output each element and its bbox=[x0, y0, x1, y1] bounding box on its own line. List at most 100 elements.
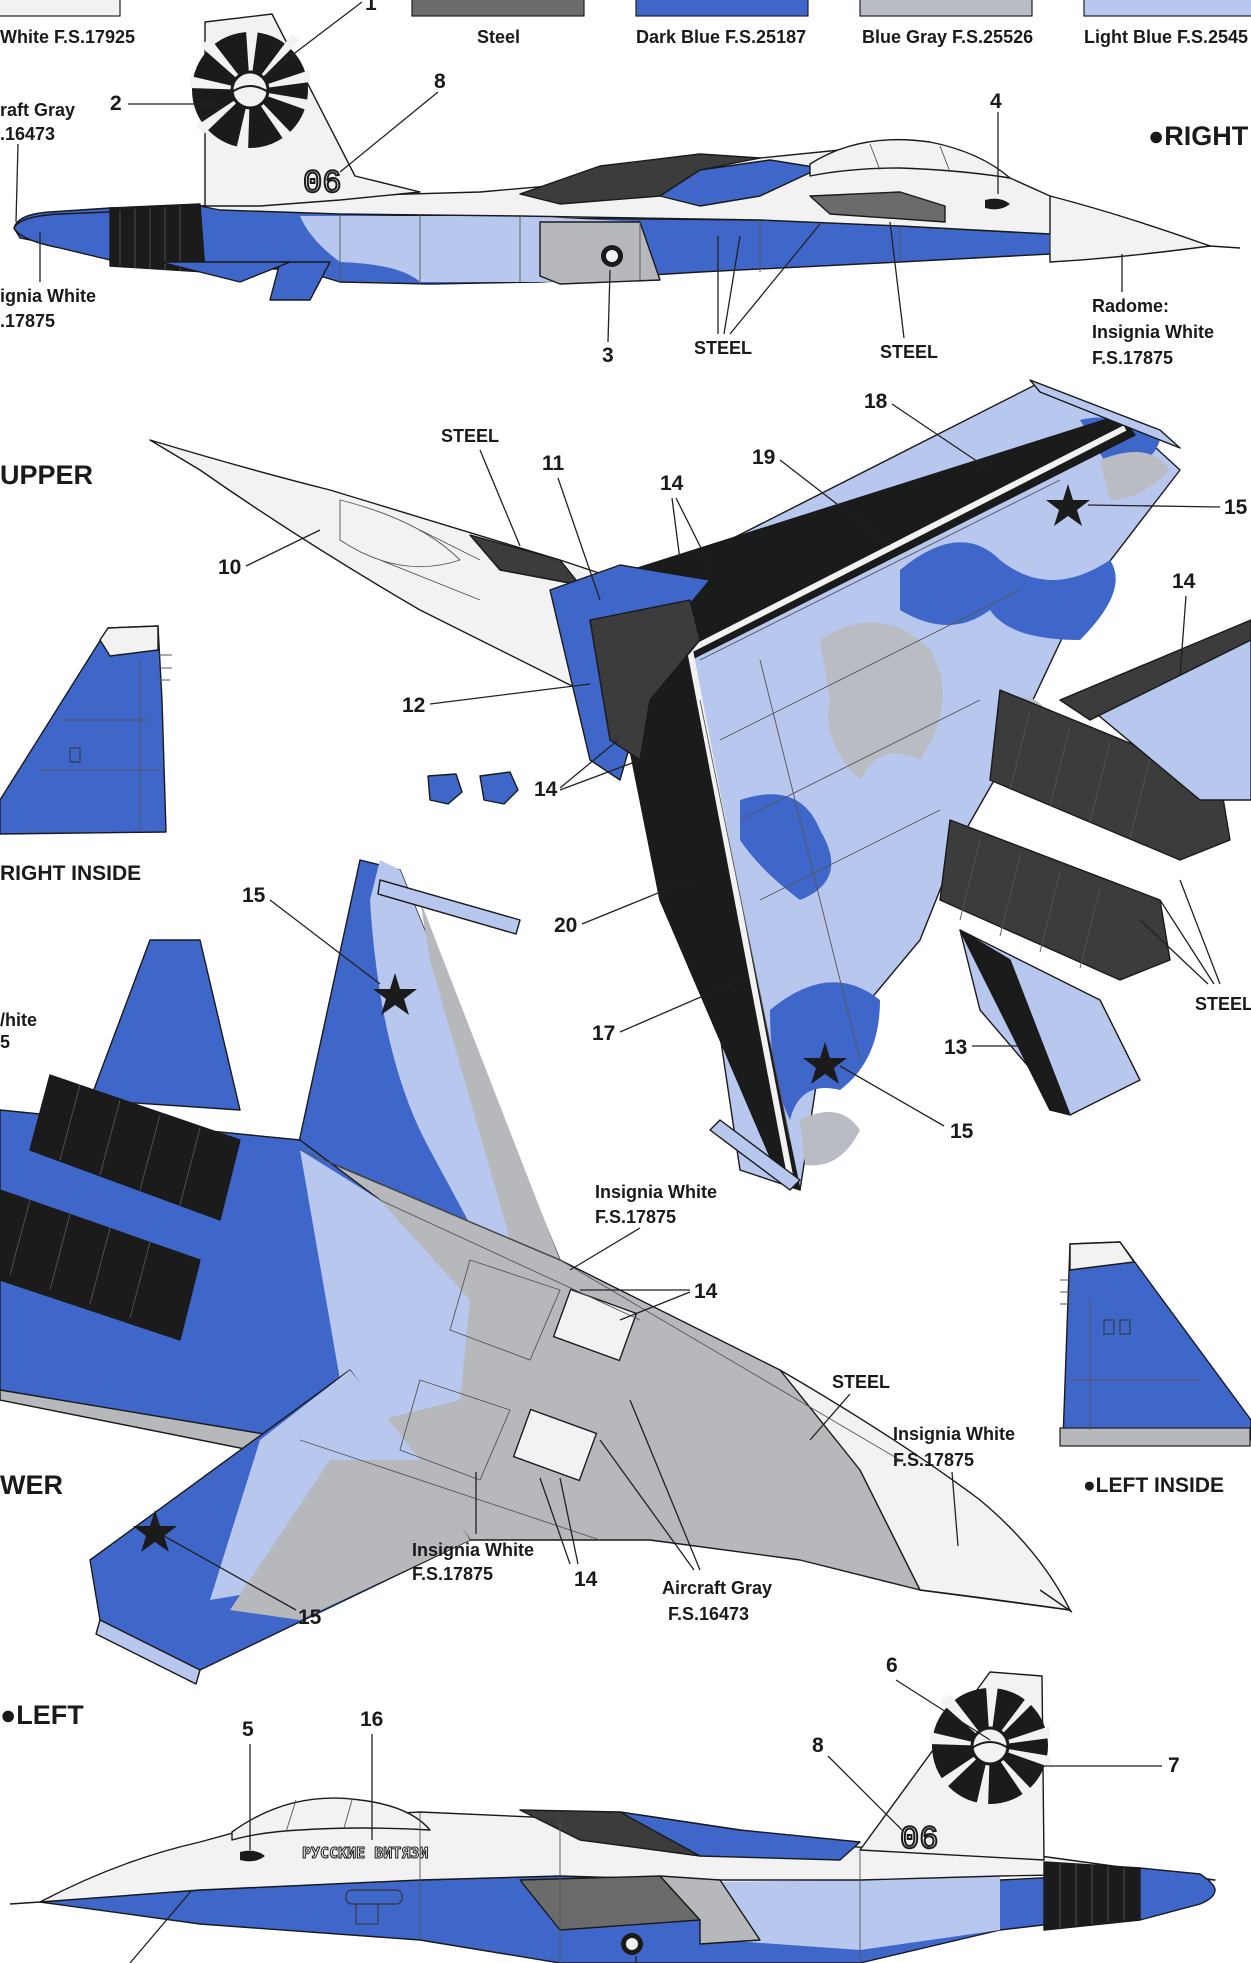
lower-wing-upper-gray bbox=[420, 900, 560, 1274]
label-insignia-white-left-1: ignia White bbox=[0, 286, 96, 306]
callout-16: 16 bbox=[360, 1708, 383, 1731]
callout-12: 12 bbox=[402, 694, 425, 717]
right-tailcone bbox=[13, 211, 111, 261]
callout-18: 18 bbox=[864, 390, 888, 413]
callout-13: 13 bbox=[944, 1036, 967, 1059]
view-label-left: ●LEFT bbox=[0, 1700, 84, 1730]
label-steel-right: STEEL bbox=[1195, 994, 1251, 1014]
callout-6: 6 bbox=[886, 1654, 898, 1677]
left-inside-fin-tip bbox=[1069, 1241, 1135, 1271]
label-white-frag-2: 5 bbox=[0, 1032, 10, 1052]
right-nose-insignia bbox=[985, 198, 1010, 210]
swatch-light-blue bbox=[1083, 0, 1251, 17]
swatch-label-blue-gray: Blue Gray F.S.25526 bbox=[862, 27, 1033, 47]
left-fuselage-light-band bbox=[700, 1876, 1000, 1950]
callout-19: 19 bbox=[752, 446, 775, 469]
loose-part-1 bbox=[427, 773, 463, 805]
label-aircraft-gray-1: raft Gray bbox=[0, 100, 75, 120]
callout-14e: 14 bbox=[574, 1568, 598, 1591]
label-steel-upper: STEEL bbox=[441, 426, 499, 446]
swatch-label-white: White F.S.17925 bbox=[0, 27, 135, 47]
lower-star-icon-1 bbox=[373, 973, 417, 1015]
left-canopy bbox=[231, 1797, 431, 1841]
left-tail-sunburst bbox=[930, 1686, 1052, 1808]
lower-light-blue-area bbox=[300, 1150, 470, 1420]
upper-camo-dark-blue-2 bbox=[740, 794, 832, 900]
right-tail-sunburst bbox=[190, 30, 312, 152]
lower-wing-lower-gray bbox=[230, 1460, 470, 1620]
lower-view bbox=[0, 859, 1073, 1685]
right-inside-tail-view bbox=[0, 625, 172, 835]
view-label-right: ●RIGHT bbox=[1148, 121, 1249, 151]
swatch-label-light-blue: Light Blue F.S.2545 bbox=[1084, 27, 1248, 47]
callout-15d: 15 bbox=[298, 1606, 322, 1629]
right-ventral-fin bbox=[269, 261, 331, 301]
swatch-label-dark-blue: Dark Blue F.S.25187 bbox=[636, 27, 806, 47]
label-iw-lower-nose-1: Insignia White bbox=[893, 1424, 1015, 1444]
callout-15b: 15 bbox=[950, 1120, 974, 1143]
callout-7: 7 bbox=[1168, 1754, 1180, 1777]
lower-intake-2 bbox=[512, 1408, 598, 1482]
upper-wingtip-rail-2 bbox=[709, 1119, 801, 1191]
upper-fuselage-nose bbox=[149, 439, 621, 701]
right-spine-steel bbox=[809, 191, 946, 223]
lower-fin bbox=[89, 939, 241, 1111]
left-fuselage-white bbox=[39, 1811, 1216, 1903]
left-nose-text: РУССКИЕ ВИТЯЗИ bbox=[302, 1844, 428, 1862]
callout-1: 1 bbox=[365, 0, 377, 15]
label-iw-lower-nose-2: F.S.17875 bbox=[893, 1450, 974, 1470]
swatch-dark-blue bbox=[635, 0, 809, 17]
left-intake-gray bbox=[659, 1875, 761, 1945]
callout-8b: 8 bbox=[812, 1734, 824, 1757]
label-steel-a: STEEL bbox=[694, 338, 752, 358]
right-stabilizer bbox=[159, 261, 291, 283]
lower-intake-1 bbox=[552, 1288, 638, 1362]
upper-wingtip-rail bbox=[1029, 379, 1181, 449]
callout-4: 4 bbox=[990, 90, 1002, 113]
upper-engine-nacelle-2 bbox=[939, 819, 1171, 981]
label-radome-3: F.S.17875 bbox=[1092, 348, 1173, 368]
right-canopy bbox=[809, 138, 1011, 179]
upper-camo-gray-2 bbox=[1100, 452, 1170, 500]
view-label-right-inside: RIGHT INSIDE bbox=[0, 862, 141, 885]
upper-star-icon-1 bbox=[1046, 484, 1090, 526]
right-intake-gray bbox=[539, 221, 661, 285]
label-insignia-white-left-2: .17875 bbox=[0, 311, 55, 331]
callout-2: 2 bbox=[110, 92, 122, 115]
callout-5: 5 bbox=[242, 1718, 254, 1741]
loose-part-2 bbox=[479, 771, 519, 805]
right-profile-view: 06 bbox=[13, 13, 1241, 301]
callout-15a: 15 bbox=[1224, 496, 1248, 519]
left-profile-view: 06 РУССКИЕ ВИТЯЗИ bbox=[9, 1671, 1216, 1963]
callout-8a: 8 bbox=[434, 70, 446, 93]
callout-14d: 14 bbox=[694, 1280, 718, 1303]
view-label-lower: WER bbox=[0, 1470, 63, 1500]
upper-view bbox=[149, 379, 1251, 1191]
callout-14a: 14 bbox=[660, 472, 684, 495]
label-white-frag-1: /hite bbox=[0, 1010, 37, 1030]
label-radome-2: Insignia White bbox=[1092, 322, 1214, 342]
left-tail-number: 06 bbox=[900, 1821, 938, 1858]
swatch-white bbox=[0, 0, 121, 17]
label-iw-lower-bottom-1: Insignia White bbox=[412, 1540, 534, 1560]
upper-camo-dark-blue-1 bbox=[900, 542, 1116, 640]
label-radome-1: Radome: bbox=[1092, 296, 1169, 316]
lower-star-icon-2 bbox=[133, 1510, 177, 1552]
label-iw-lower-top-2: F.S.17875 bbox=[595, 1207, 676, 1227]
swatch-steel bbox=[411, 0, 585, 17]
lower-nose bbox=[779, 1369, 1071, 1611]
upper-camo-gray-3 bbox=[800, 1112, 860, 1166]
callout-20: 20 bbox=[554, 914, 577, 937]
label-iw-lower-top-1: Insignia White bbox=[595, 1182, 717, 1202]
right-radome bbox=[1049, 195, 1211, 263]
swatch-blue-gray bbox=[859, 0, 1033, 17]
callout-14c: 14 bbox=[534, 778, 558, 801]
right-inside-fin bbox=[0, 625, 167, 835]
label-steel-lower: STEEL bbox=[832, 1372, 890, 1392]
label-ag-lower-1: Aircraft Gray bbox=[662, 1578, 772, 1598]
swatch-label-steel: Steel bbox=[477, 27, 520, 47]
left-tailcone bbox=[1139, 1867, 1216, 1921]
callout-11: 11 bbox=[542, 452, 565, 475]
left-inside-tail-view bbox=[1059, 1241, 1251, 1447]
left-nose-insignia bbox=[240, 1850, 265, 1862]
